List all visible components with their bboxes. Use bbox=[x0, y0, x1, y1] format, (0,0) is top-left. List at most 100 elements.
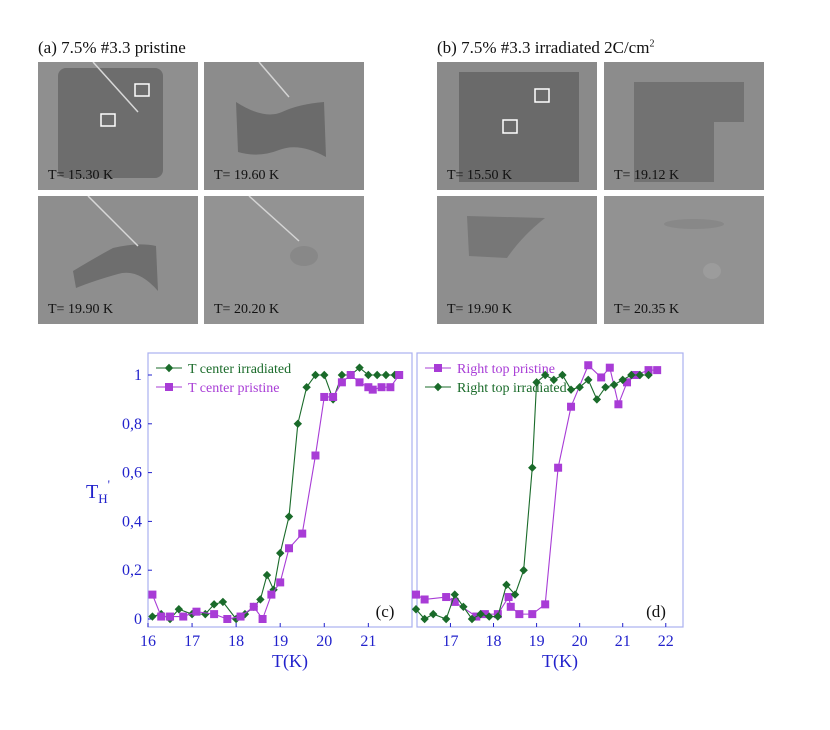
chart-c-data-point bbox=[276, 548, 285, 558]
chart-d-data-point bbox=[614, 400, 623, 409]
chart-c-data-point bbox=[364, 370, 373, 380]
chart-d-data-point bbox=[635, 370, 645, 380]
chart-d-data-point bbox=[627, 370, 636, 380]
chart-d-data-point bbox=[601, 383, 610, 392]
chart-c-ytick-label: 0,6 bbox=[122, 465, 142, 482]
chart-d-data-point bbox=[476, 609, 485, 619]
chart-c-data-point bbox=[293, 419, 303, 428]
chart-c-data-point bbox=[284, 512, 294, 521]
chart-d-data-point bbox=[450, 597, 459, 606]
chart-c-data-point bbox=[311, 451, 320, 460]
chart-c-xtick-label: 20 bbox=[316, 633, 332, 650]
chart-c-data-point bbox=[395, 371, 404, 379]
chart-c-xtick-label: 16 bbox=[140, 633, 156, 650]
chart-c-xlabel: T(K) bbox=[272, 651, 308, 672]
chart-c-data-point bbox=[337, 378, 346, 387]
chart-d-data-point bbox=[420, 595, 429, 604]
chart-c-legend-marker bbox=[165, 383, 173, 391]
chart-c-data-point bbox=[285, 544, 294, 553]
chart-d-data-point bbox=[442, 593, 451, 602]
chart-d-data-point bbox=[411, 605, 421, 614]
chart-d-data-point bbox=[592, 395, 602, 404]
chart-d-data-point bbox=[644, 370, 653, 380]
chart-d-data-point bbox=[441, 614, 451, 624]
panel-a-title: (a) 7.5% #3.3 pristine bbox=[38, 38, 186, 58]
chart-d-data-point bbox=[597, 373, 606, 382]
chart-d-data-point bbox=[618, 375, 627, 385]
image-b-1: T= 15.50 K bbox=[437, 62, 597, 190]
chart-c-legend-label: T center irradiated bbox=[188, 362, 291, 377]
chart-c-data-point bbox=[249, 602, 258, 611]
chart-c-data-point bbox=[267, 590, 276, 599]
chart-c-data-point bbox=[320, 392, 329, 401]
chart-d-data-point bbox=[467, 614, 477, 624]
chart-c-data-point bbox=[256, 595, 265, 604]
chart-d-xtick-label: 19 bbox=[529, 633, 545, 650]
image-b-4: T= 20.35 K bbox=[604, 196, 764, 324]
chart-d-data-point bbox=[528, 610, 537, 619]
chart-d-data-point bbox=[554, 463, 563, 472]
image-a-2: T= 19.60 K bbox=[204, 62, 364, 190]
chart-c-data-point bbox=[218, 597, 228, 607]
chart-c-data-point bbox=[346, 371, 355, 379]
chart-d-data-point bbox=[566, 385, 576, 394]
chart-c-data-point bbox=[298, 529, 307, 538]
chart-c-data-point bbox=[210, 610, 219, 619]
chart-c-data-point bbox=[236, 612, 245, 621]
image-a-4: T= 20.20 K bbox=[204, 196, 364, 324]
image-a-2-temp: T= 19.60 K bbox=[214, 168, 280, 183]
chart-c-ytick-label: 0,2 bbox=[122, 562, 142, 579]
chart-c: 16 17 18 19 20 21 0 0,2 0,4 0,6 0,8 1 T(K) TH' (c) T ce… bbox=[86, 352, 413, 672]
image-a-1-graphic bbox=[38, 62, 198, 190]
chart-c-data-point bbox=[223, 615, 232, 623]
roi-right-top bbox=[534, 88, 550, 103]
chart-c-data-point bbox=[148, 612, 157, 621]
chart-c-data-point bbox=[364, 383, 373, 392]
chart-c-data-point bbox=[179, 612, 188, 621]
chart-d-data-point bbox=[575, 383, 584, 392]
chart-c-data-point bbox=[157, 612, 166, 621]
chart-c-data-point bbox=[302, 383, 311, 392]
chart-d-data-point bbox=[480, 610, 489, 619]
chart-c-legend-marker bbox=[164, 363, 174, 373]
panel-b-title: (b) 7.5% #3.3 irradiated 2C/cm2 bbox=[437, 38, 654, 58]
chart-c-data-point bbox=[320, 370, 329, 380]
roi-center bbox=[100, 113, 116, 127]
chart-c-data-point bbox=[311, 370, 320, 380]
chart-d-data-point bbox=[519, 566, 528, 575]
chart-c-data-point bbox=[258, 615, 267, 623]
chart-c-ytick-label: 1 bbox=[134, 367, 142, 384]
chart-d-panel-label: (d) bbox=[646, 602, 666, 621]
image-b-2-temp: T= 19.12 K bbox=[614, 168, 680, 183]
chart-d-data-point bbox=[584, 375, 593, 385]
chart-c-ytick-label: 0 bbox=[134, 611, 142, 628]
image-b-3-temp: T= 19.90 K bbox=[447, 302, 513, 317]
chart-d-legend-label: Right top irradiated bbox=[457, 381, 567, 396]
panel-a-title-text: (a) 7.5% #3.3 pristine bbox=[38, 38, 186, 57]
roi-right-top bbox=[134, 83, 150, 97]
chart-d-data-point bbox=[541, 600, 550, 609]
chart-c-xtick-label: 18 bbox=[228, 633, 244, 650]
chart-d-data-point bbox=[540, 370, 550, 380]
chart-c-data-point bbox=[192, 607, 201, 616]
chart-d-legend-label: Right top pristine bbox=[457, 362, 555, 377]
chart-c-data-point bbox=[386, 383, 395, 392]
chart-d-legend-marker bbox=[433, 382, 443, 392]
chart-d: 17 18 19 20 21 22 T(K) (d) Right top pristine Rig… bbox=[411, 352, 684, 672]
chart-c-ylabel: TH' bbox=[86, 477, 110, 506]
chart-c-data-point bbox=[372, 370, 382, 380]
chart-c-data-point bbox=[262, 570, 272, 580]
chart-d-data-point bbox=[515, 610, 524, 619]
image-b-2-graphic bbox=[604, 62, 764, 190]
chart-c-legend-label: T center pristine bbox=[188, 381, 280, 396]
chart-c-data-point bbox=[337, 370, 347, 380]
image-a-1-temp: T= 15.30 K bbox=[48, 168, 114, 183]
chart-c-data-point bbox=[381, 370, 391, 380]
image-b-3-graphic bbox=[437, 196, 597, 324]
image-b-4-temp: T= 20.35 K bbox=[614, 302, 680, 317]
chart-d-xtick-label: 18 bbox=[486, 633, 502, 650]
image-a-3: T= 19.90 K bbox=[38, 196, 198, 324]
image-a-3-graphic bbox=[38, 196, 198, 324]
chart-d-data-point bbox=[528, 463, 537, 472]
chart-d-data-point bbox=[450, 590, 459, 599]
